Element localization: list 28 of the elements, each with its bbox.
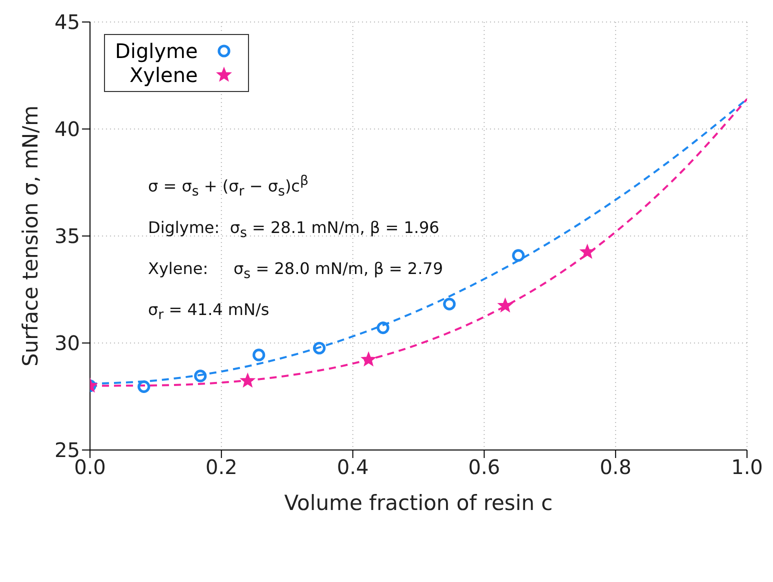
y-axis-title: Surface tension σ, mN/m: [18, 105, 42, 367]
x-tick-label: 1.0: [731, 455, 763, 480]
annotation: Diglyme: σ$_{s}$ = 28.1 mN/m, β = 1.96: [148, 216, 440, 243]
point: [376, 322, 390, 334]
point: [240, 373, 255, 388]
legend-label: Diglyme: [115, 39, 198, 63]
x-axis-title: Volume fraction of resin c: [284, 491, 553, 515]
x-tick-label: 0.4: [336, 455, 369, 480]
annotation: Xylene: σ$_{s}$ = 28.0 mN/m, β = 2.79: [148, 258, 444, 284]
y-tick-label: 30: [54, 331, 80, 356]
annotation: σ$_{r}$ = 41.4 mN/s: [148, 298, 270, 326]
point: [252, 348, 266, 362]
point: [498, 298, 512, 312]
point: [312, 342, 326, 354]
y-tick-label: 35: [54, 224, 80, 248]
x-tick-label: 0.8: [600, 455, 632, 480]
point: [512, 249, 525, 262]
point: [580, 244, 595, 258]
x-tick-label: 0.6: [468, 455, 500, 480]
point: [138, 380, 150, 393]
point: [443, 298, 456, 310]
point: [194, 370, 207, 382]
point: [361, 352, 376, 366]
y-tick-label: 40: [54, 117, 80, 142]
y-tick-label: 45: [54, 10, 80, 34]
legend-label: Xylene: [129, 63, 198, 87]
annotation: σ = σ$_{s}$ + (σ$_{r}$ − σ$_{s}$)c$^{β}$: [148, 173, 310, 202]
x-tick-label: 0.2: [205, 455, 238, 480]
